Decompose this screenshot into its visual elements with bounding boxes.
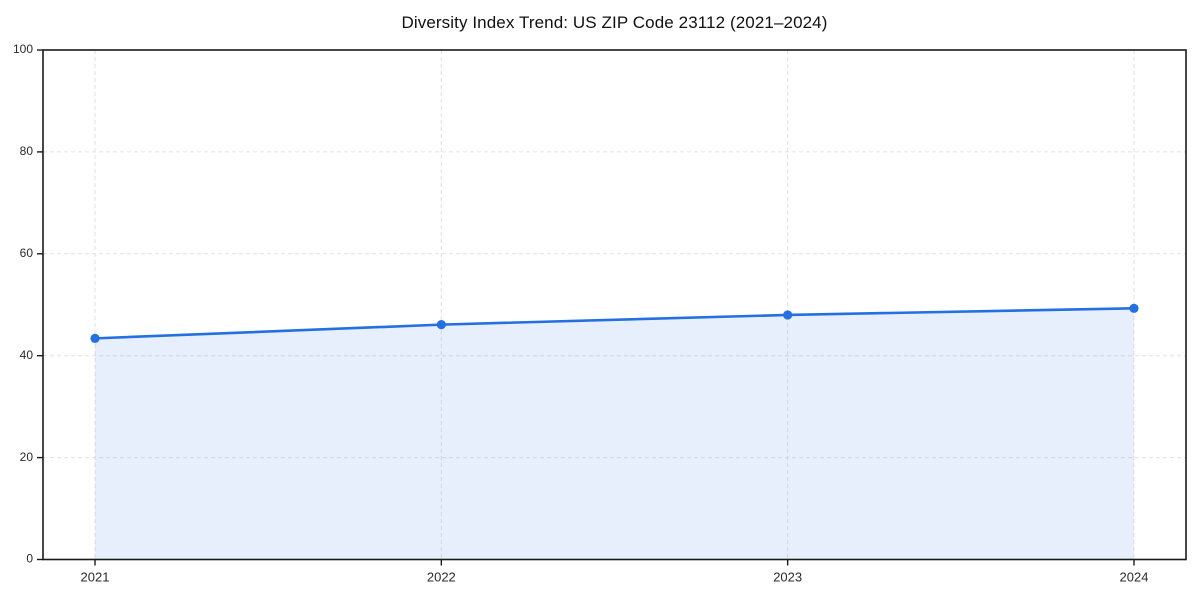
y-axis-tick-label: 100 [13,42,33,56]
data-point [783,310,793,320]
y-axis-tick-label: 40 [20,348,34,362]
y-axis-tick-label: 20 [20,450,34,464]
plot-border [42,49,1187,561]
chart-title: Diversity Index Trend: US ZIP Code 23112… [401,13,828,32]
y-axis-tick-label: 80 [20,144,34,158]
data-point [90,333,100,343]
y-axis-tick-label: 60 [20,246,34,260]
x-axis-tick-label: 2023 [773,570,802,585]
area-fill [95,308,1134,560]
x-axis-tick-label: 2022 [427,570,456,585]
y-axis-tick-label: 0 [26,552,33,566]
trend-line [93,307,1136,340]
x-axis-tick-label: 2021 [81,570,110,585]
x-axis-tick-label: 2024 [1120,570,1149,585]
data-point [436,320,446,330]
data-point [1129,303,1139,313]
